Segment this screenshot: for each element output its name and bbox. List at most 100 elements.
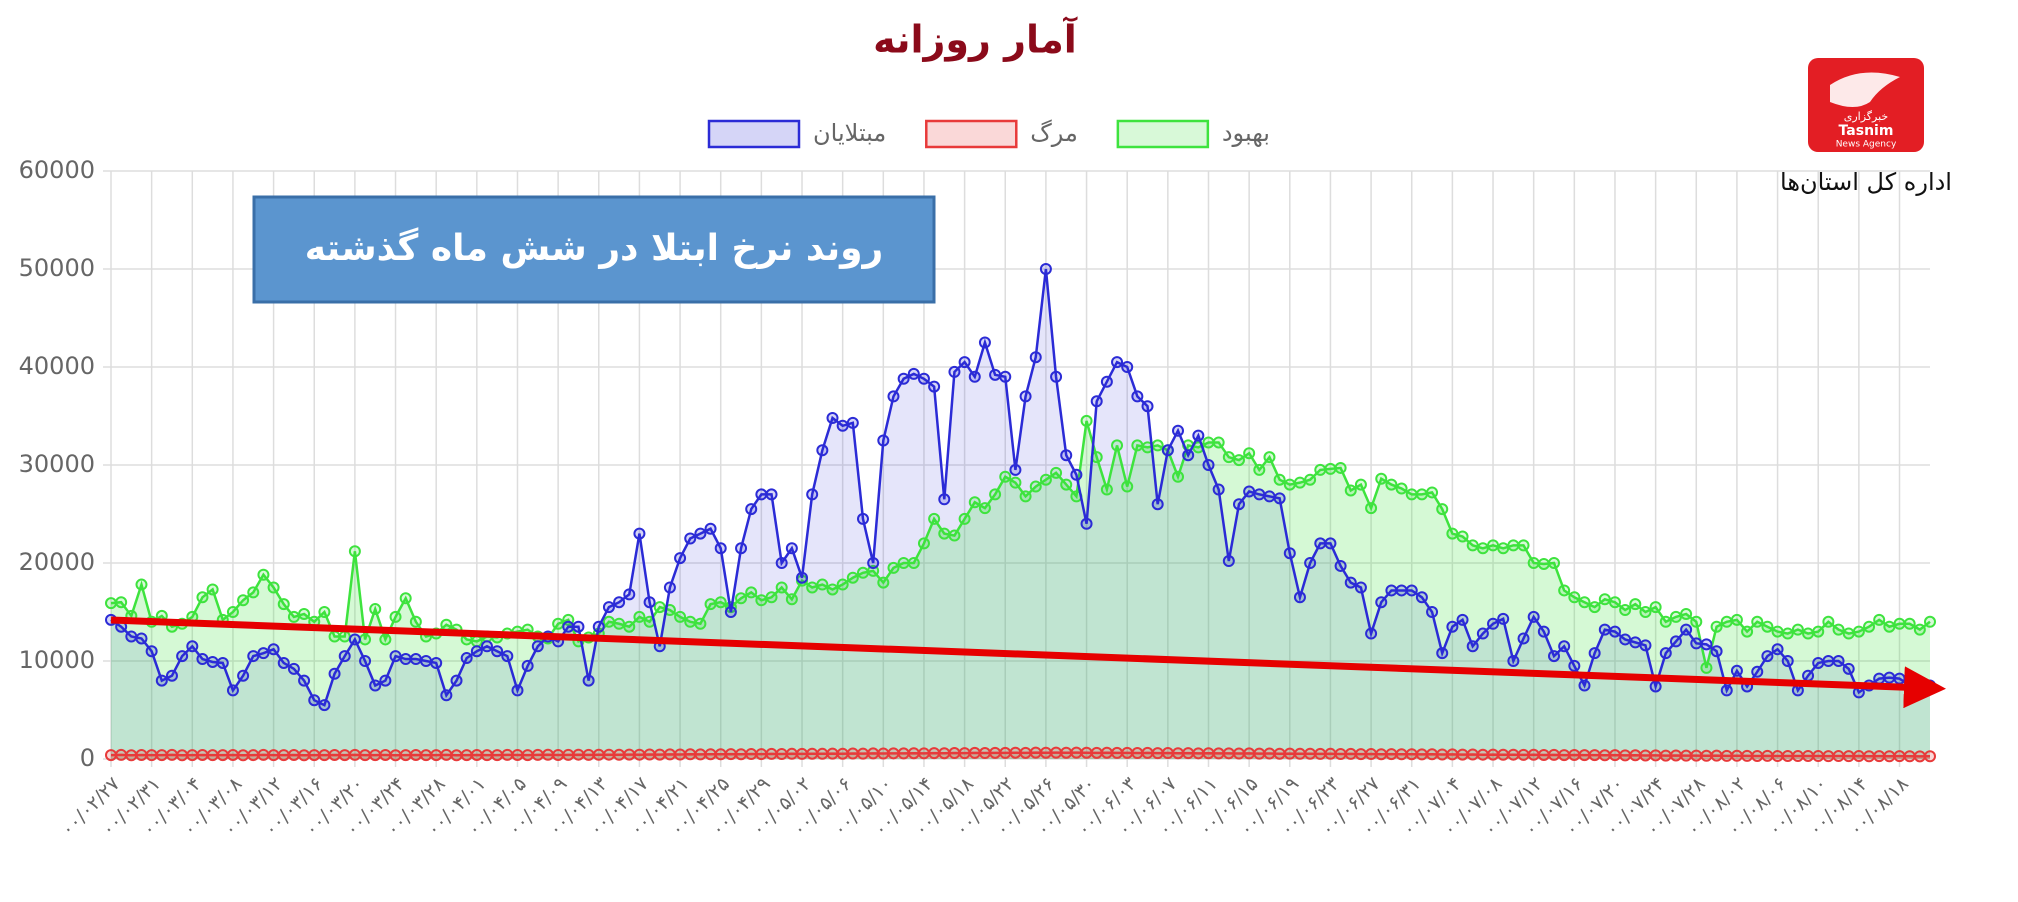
point (1324, 537, 1337, 550)
line (110, 268, 1931, 707)
point (1019, 390, 1032, 403)
point (1903, 750, 1916, 763)
point (491, 645, 504, 658)
point (1873, 672, 1886, 685)
point (1293, 591, 1306, 604)
point (1578, 679, 1591, 692)
point (613, 748, 626, 761)
point (1527, 748, 1540, 761)
point (237, 749, 250, 762)
point (206, 583, 219, 596)
point (1385, 748, 1398, 761)
point (999, 370, 1012, 383)
point (1365, 627, 1378, 640)
point (867, 747, 880, 760)
point (226, 606, 239, 618)
point (1111, 356, 1124, 369)
point (470, 635, 483, 648)
legend-swatch (707, 119, 801, 149)
point (1507, 539, 1520, 552)
point (379, 674, 392, 687)
point (602, 748, 615, 761)
point (1873, 750, 1886, 763)
point (1253, 463, 1266, 476)
point (1487, 617, 1500, 630)
point (968, 746, 981, 759)
point (1680, 749, 1693, 762)
point (978, 747, 991, 760)
point (1924, 679, 1936, 692)
point (1111, 439, 1124, 452)
point (968, 370, 981, 383)
point (1537, 557, 1550, 570)
point (1751, 749, 1764, 762)
point (989, 368, 1002, 381)
point (460, 652, 473, 665)
point (1619, 604, 1632, 617)
point (836, 419, 849, 432)
point (1832, 655, 1845, 667)
point (1883, 620, 1896, 633)
point (348, 633, 361, 646)
point (1913, 623, 1926, 636)
point (338, 630, 351, 643)
point (287, 610, 300, 623)
point (806, 747, 819, 760)
point (572, 748, 585, 761)
point (1568, 659, 1581, 672)
point (867, 557, 880, 569)
point (1354, 581, 1367, 594)
point (1446, 527, 1459, 540)
point (359, 633, 372, 646)
point (155, 674, 168, 687)
point (1172, 470, 1185, 483)
point (1517, 632, 1530, 645)
point (1690, 749, 1703, 762)
chart-title: آمار روزانه (873, 16, 1078, 63)
logo-name: Tasnim (1839, 123, 1894, 139)
point (105, 749, 117, 762)
point (958, 747, 971, 760)
point (1385, 478, 1398, 491)
point (125, 630, 138, 643)
point (1802, 749, 1815, 762)
point (1395, 584, 1408, 597)
point (806, 581, 819, 594)
point (755, 594, 768, 607)
point (917, 537, 930, 550)
point (1781, 627, 1794, 640)
point (1487, 539, 1500, 552)
point (1395, 482, 1408, 495)
point (1781, 655, 1794, 667)
point (572, 620, 585, 633)
point (1781, 749, 1794, 762)
legend-label: مرگ (1030, 119, 1078, 147)
point (1822, 615, 1835, 628)
point (1669, 635, 1682, 648)
point (633, 610, 646, 623)
point (1730, 749, 1743, 762)
point (165, 748, 178, 761)
point (1029, 480, 1042, 493)
point (1039, 263, 1052, 275)
point (1121, 480, 1134, 493)
point (216, 749, 229, 762)
point (1253, 747, 1266, 760)
point (1375, 472, 1388, 485)
point (348, 748, 361, 761)
point (440, 689, 453, 702)
point (267, 581, 280, 594)
point (1009, 463, 1022, 476)
point (1141, 746, 1154, 759)
point (491, 749, 504, 762)
point (1019, 490, 1032, 503)
point (1050, 466, 1063, 479)
point (1395, 748, 1408, 761)
point (1924, 750, 1936, 763)
point (968, 496, 981, 509)
point (450, 674, 463, 687)
point (1436, 748, 1449, 761)
point (1182, 449, 1195, 462)
point (1426, 486, 1439, 499)
point (856, 512, 869, 525)
